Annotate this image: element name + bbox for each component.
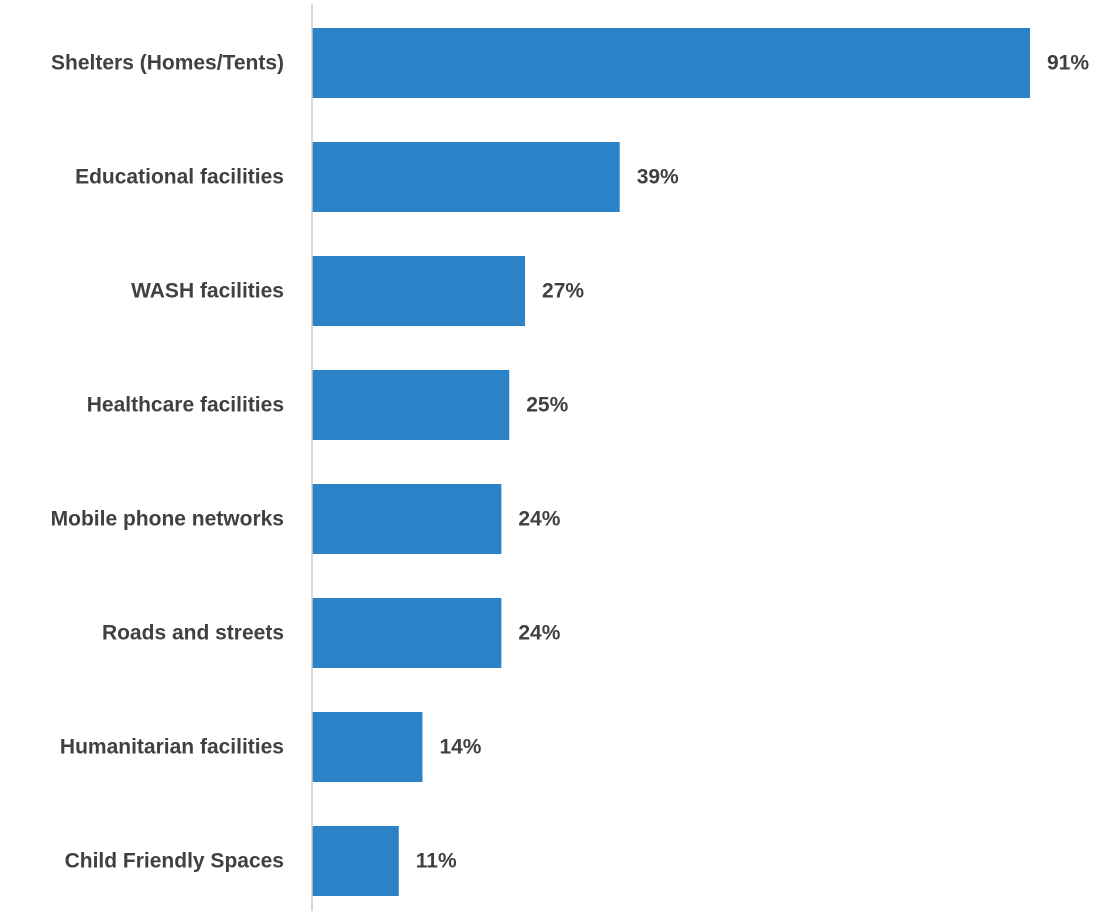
value-label: 24% xyxy=(518,508,560,531)
bar-1 xyxy=(312,142,620,212)
bar-5 xyxy=(312,598,502,668)
value-label: 39% xyxy=(637,166,679,189)
bar-7 xyxy=(312,826,399,896)
bar-6 xyxy=(312,712,423,782)
category-label: Educational facilities xyxy=(75,166,284,189)
value-label: 25% xyxy=(526,394,568,417)
category-label: Humanitarian facilities xyxy=(60,736,284,759)
bar-2 xyxy=(312,256,526,326)
category-labels-layer: Shelters (Homes/Tents) Educational facili… xyxy=(51,52,284,873)
value-label: 11% xyxy=(416,850,457,873)
value-labels-layer: 91% 39% 27% 25% 24% 24% 14% 11% xyxy=(416,52,1090,873)
bar-3 xyxy=(312,370,510,440)
bar-4 xyxy=(312,484,502,554)
category-label: WASH facilities xyxy=(131,280,284,303)
value-label: 91% xyxy=(1047,52,1089,75)
bars-layer xyxy=(312,28,1030,896)
category-label: Mobile phone networks xyxy=(51,508,284,531)
value-label: 14% xyxy=(439,736,481,759)
category-label: Roads and streets xyxy=(102,622,284,645)
value-label: 24% xyxy=(518,622,560,645)
category-label: Healthcare facilities xyxy=(87,394,284,417)
bar-0 xyxy=(312,28,1030,98)
category-label: Shelters (Homes/Tents) xyxy=(51,52,284,75)
category-label: Child Friendly Spaces xyxy=(65,850,284,873)
value-label: 27% xyxy=(542,280,584,303)
